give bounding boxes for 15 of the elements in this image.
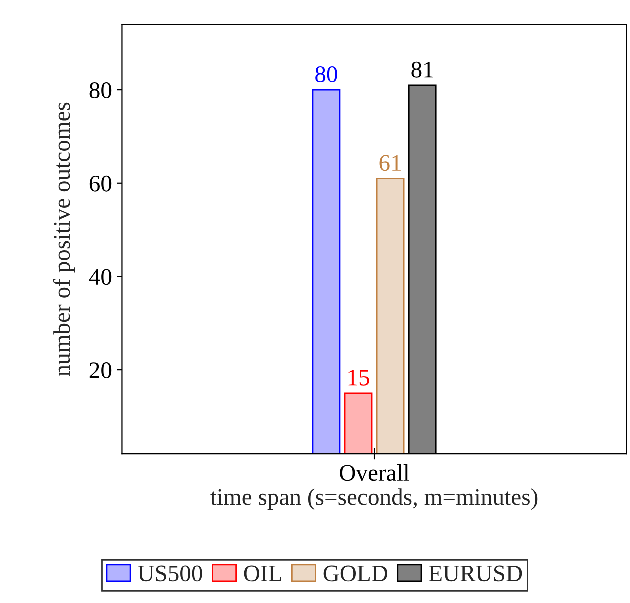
y-tick-label: 60: [90, 176, 112, 192]
data-label: 61: [380, 155, 401, 172]
x-axis-title: time span (s=seconds, m=minutes): [210, 488, 538, 510]
legend-label: US500: [138, 566, 202, 582]
data-label: 15: [348, 370, 370, 386]
y-tick-label: 40: [89, 269, 112, 286]
data-label: 80: [316, 66, 338, 82]
legend-label: GOLD: [324, 566, 388, 582]
legend-label: OIL: [244, 566, 282, 582]
y-tick-label: 80: [90, 82, 112, 98]
legend-label: EURUSD: [429, 566, 522, 582]
y-axis-title: number of positive outcomes: [53, 102, 75, 376]
y-tick-label: 20: [90, 362, 112, 378]
data-label: 81: [412, 62, 433, 78]
x-tick-label: Overall: [340, 464, 410, 482]
